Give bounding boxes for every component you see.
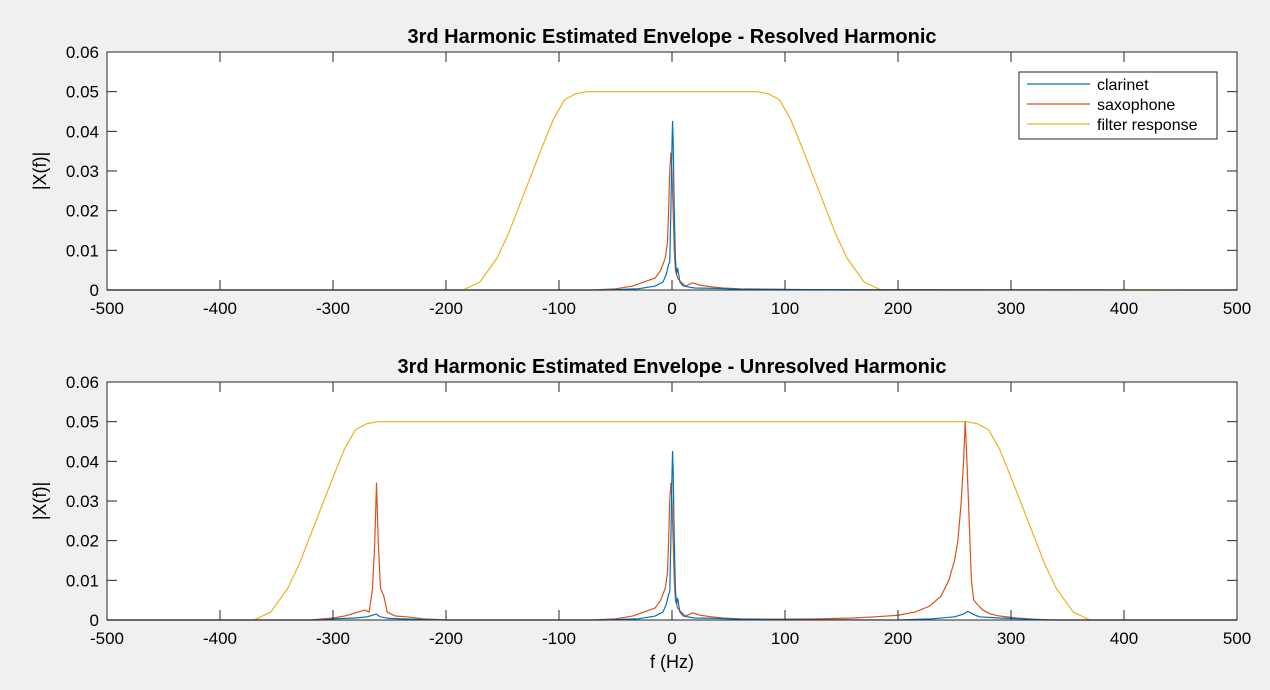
- subplot-unresolved: 3rd Harmonic Estimated Envelope - Unreso…: [30, 356, 1251, 672]
- y-tick-label: 0.04: [66, 122, 99, 141]
- x-tick-label: 0: [667, 299, 676, 318]
- x-tick-label: -300: [316, 299, 350, 318]
- legend-label-filter-response: filter response: [1097, 117, 1198, 134]
- y-tick-label: 0.02: [66, 532, 99, 551]
- series-line-saxophone: [107, 421, 1237, 621]
- y-tick-label: 0: [90, 281, 99, 300]
- y-tick-label: 0.05: [66, 83, 99, 102]
- series-line-filter-response: [107, 91, 1237, 291]
- x-tick-label: 200: [884, 629, 912, 648]
- x-tick-label: -100: [542, 629, 576, 648]
- y-tick-label: 0.01: [66, 241, 99, 260]
- x-axis-label: f (Hz): [650, 652, 694, 672]
- x-tick-label: -500: [90, 629, 124, 648]
- x-tick-label: -500: [90, 299, 124, 318]
- chart-title: 3rd Harmonic Estimated Envelope - Resolv…: [407, 26, 936, 48]
- y-tick-label: 0: [90, 611, 99, 630]
- x-tick-label: -400: [203, 299, 237, 318]
- y-tick-label: 0.03: [66, 162, 99, 181]
- series-group: [107, 91, 1238, 291]
- x-tick-label: -400: [203, 629, 237, 648]
- series-line-clarinet: [107, 450, 1237, 621]
- x-tick-label: 300: [997, 629, 1025, 648]
- x-tick-label: 400: [1110, 629, 1138, 648]
- legend-box: [1018, 71, 1218, 140]
- y-tick-label: 0.03: [66, 492, 99, 511]
- series-line-clarinet: [107, 120, 1238, 291]
- legend-label-clarinet: clarinet: [1097, 77, 1149, 94]
- legend: clarinet saxophone filter response: [1018, 71, 1218, 140]
- y-tick-label: 0.06: [66, 373, 99, 392]
- x-tick-label: 400: [1110, 299, 1138, 318]
- y-tick-label: 0.06: [66, 43, 99, 62]
- ticks-group: -500 -400 -300 -200 -100 0 100 200 300 400 500 0 0.0…: [66, 43, 1251, 318]
- x-tick-label: -100: [542, 299, 576, 318]
- x-tick-label: -300: [316, 629, 350, 648]
- y-tick-label: 0.05: [66, 413, 99, 432]
- subplot-resolved: 3rd Harmonic Estimated Envelope - Resolv…: [30, 26, 1251, 318]
- x-tick-label: -200: [429, 299, 463, 318]
- ticks-group: -500 -400 -300 -200 -100 0 100 200 300 400 500 0 0.0…: [66, 373, 1251, 648]
- legend-label-saxophone: saxophone: [1097, 97, 1175, 114]
- series-group: [107, 421, 1237, 621]
- x-tick-label: -200: [429, 629, 463, 648]
- y-tick-label: 0.04: [66, 452, 99, 471]
- x-tick-label: 100: [771, 299, 799, 318]
- series-line-saxophone: [107, 152, 1237, 291]
- x-tick-label: 0: [667, 629, 676, 648]
- x-tick-label: 500: [1223, 299, 1251, 318]
- chart-title: 3rd Harmonic Estimated Envelope - Unreso…: [397, 356, 946, 378]
- y-tick-label: 0.01: [66, 571, 99, 590]
- x-tick-label: 500: [1223, 629, 1251, 648]
- x-tick-label: 100: [771, 629, 799, 648]
- x-tick-label: 200: [884, 299, 912, 318]
- y-axis-label: |X(f)|: [30, 482, 50, 520]
- y-tick-label: 0.02: [66, 202, 99, 221]
- x-tick-label: 300: [997, 299, 1025, 318]
- y-axis-label: |X(f)|: [30, 152, 50, 190]
- series-line-filter-response: [107, 421, 1237, 621]
